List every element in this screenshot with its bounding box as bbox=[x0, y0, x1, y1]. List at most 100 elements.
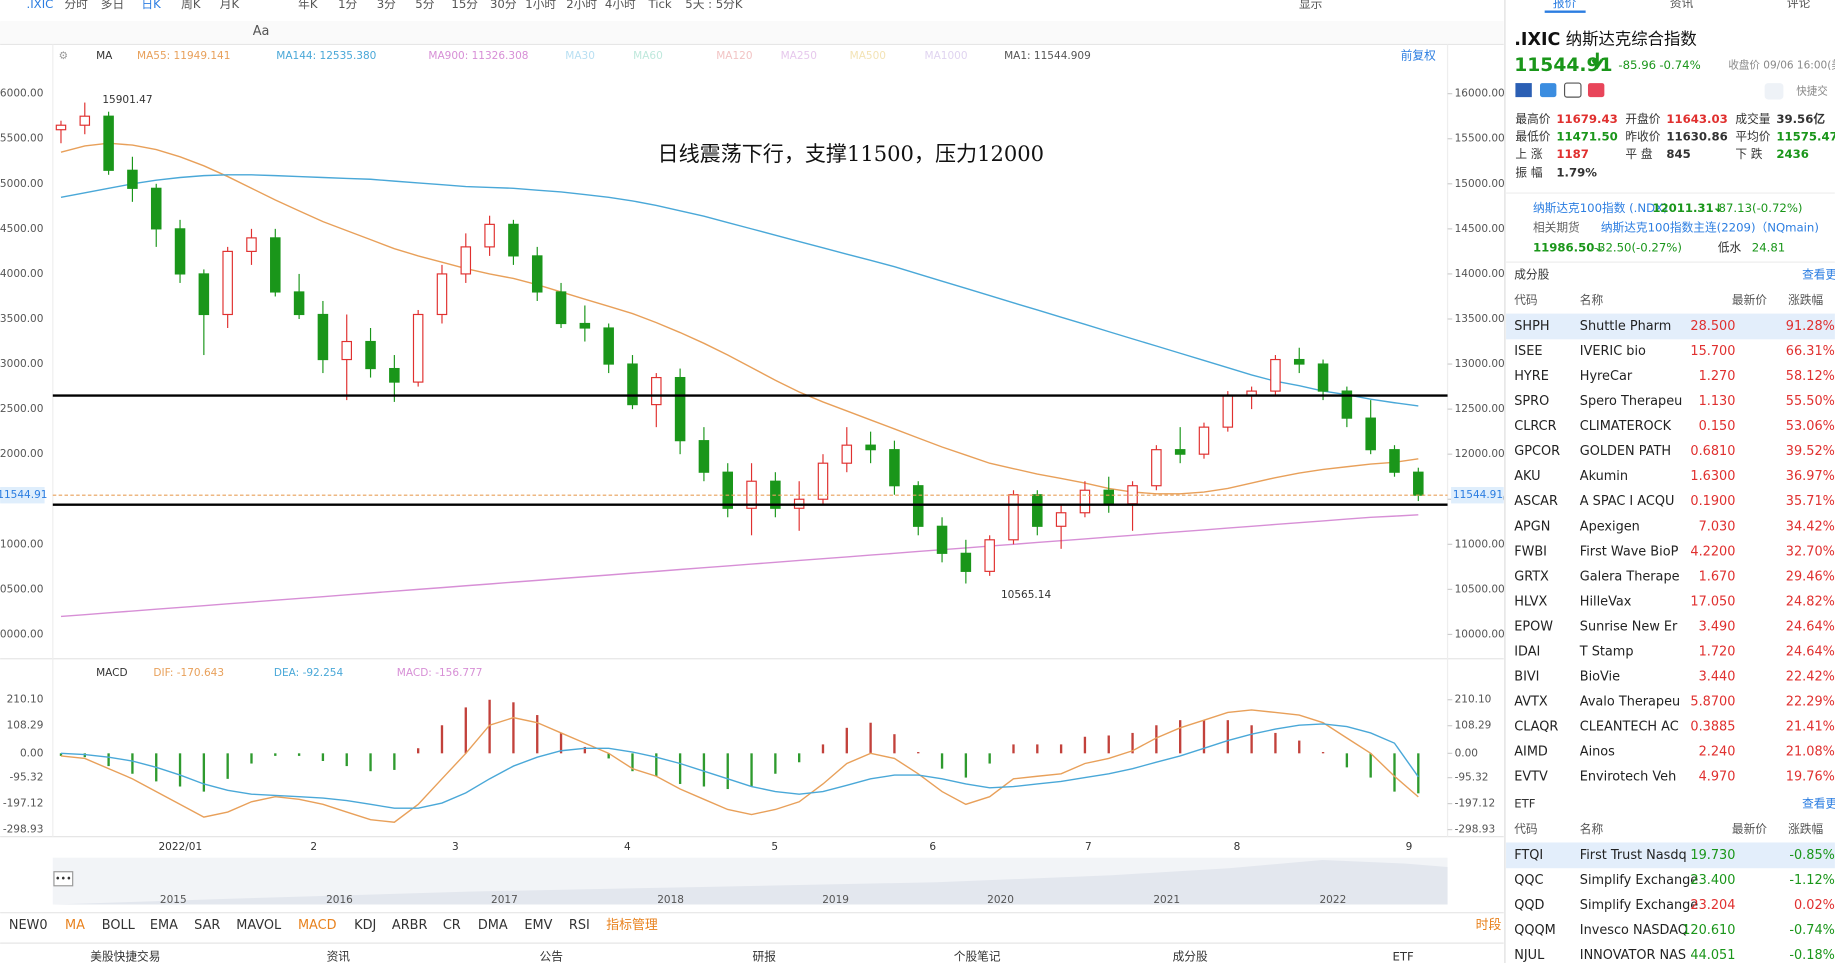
indicator-tab[interactable]: BOLL bbox=[102, 918, 136, 933]
more-link[interactable]: 查看更 bbox=[1802, 796, 1835, 810]
period-tab[interactable]: .IXIC bbox=[27, 0, 54, 11]
display-menu[interactable]: 显示 bbox=[1299, 0, 1322, 11]
code[interactable]: BIVI bbox=[1514, 670, 1539, 685]
code[interactable]: HLVX bbox=[1514, 594, 1547, 609]
bottom-tab[interactable]: 美股快捷交易 bbox=[90, 950, 160, 963]
code[interactable]: CLRCR bbox=[1514, 419, 1556, 434]
bottom-tab[interactable]: 成分股 bbox=[1173, 950, 1208, 963]
indicator-tab[interactable]: KDJ bbox=[354, 918, 376, 933]
indicator-tab[interactable]: ARBR bbox=[392, 918, 428, 933]
icon[interactable] bbox=[1539, 83, 1557, 98]
code[interactable]: GPCOR bbox=[1514, 444, 1560, 459]
name[interactable]: Sunrise New Er bbox=[1580, 619, 1678, 634]
code[interactable]: AVTX bbox=[1514, 695, 1548, 710]
name[interactable]: Akumin bbox=[1580, 469, 1628, 484]
code[interactable]: GRTX bbox=[1514, 569, 1549, 584]
code[interactable]: SPRO bbox=[1514, 394, 1549, 409]
adjust-toggle[interactable]: 前复权 bbox=[1401, 49, 1436, 63]
code[interactable]: FTQI bbox=[1514, 848, 1543, 863]
code[interactable]: ASCAR bbox=[1514, 494, 1558, 509]
legend-entry[interactable]: MA144: 12535.380 bbox=[276, 50, 376, 62]
period-tab[interactable]: 15分 bbox=[451, 0, 478, 11]
period-tab[interactable]: 30分 bbox=[490, 0, 517, 11]
period-tab[interactable]: 4小时 bbox=[605, 0, 636, 11]
name[interactable]: T Stamp bbox=[1579, 644, 1634, 659]
legend-entry[interactable]: MA55: 11949.141 bbox=[137, 50, 230, 62]
code[interactable]: QQQM bbox=[1514, 923, 1555, 938]
futures[interactable]: 纳斯达克100指数主连(2209)（NQmain) bbox=[1601, 221, 1819, 235]
code[interactable]: ISEE bbox=[1514, 344, 1542, 359]
panel-tab[interactable]: 评论 bbox=[1787, 0, 1811, 10]
code[interactable]: EVTV bbox=[1514, 770, 1548, 785]
period-tab[interactable]: 2小时 bbox=[566, 0, 597, 11]
code[interactable]: APGN bbox=[1514, 519, 1550, 534]
name[interactable]: A SPAC I ACQU bbox=[1580, 494, 1675, 509]
indicator-tab[interactable]: MACD bbox=[298, 918, 337, 933]
legend-entry[interactable]: DIF: -170.643 bbox=[153, 667, 224, 679]
name[interactable]: CLIMATEROCK bbox=[1580, 419, 1672, 434]
bell-icon[interactable] bbox=[1764, 83, 1784, 100]
indicator-tab[interactable]: EMA bbox=[150, 918, 178, 933]
period-tab[interactable]: 3分 bbox=[377, 0, 396, 11]
indicator-tab[interactable]: NEW0 bbox=[9, 918, 48, 933]
name[interactable]: Ainos bbox=[1580, 745, 1615, 760]
code[interactable]: HYRE bbox=[1514, 369, 1549, 384]
indicator-tab[interactable]: CR bbox=[443, 918, 461, 933]
session-toggle[interactable]: 时段 bbox=[1476, 918, 1502, 933]
indicator-tab[interactable]: SAR bbox=[194, 918, 220, 933]
name[interactable]: Spero Therapeu bbox=[1580, 394, 1683, 409]
period-tab[interactable]: 1小时 bbox=[525, 0, 556, 11]
text-tool[interactable]: Aa bbox=[253, 24, 270, 39]
legend-entry[interactable]: MA120 bbox=[716, 50, 752, 62]
bottom-tab[interactable]: 公告 bbox=[540, 950, 563, 963]
quick-trade[interactable]: 快捷交 bbox=[1796, 84, 1828, 97]
code[interactable]: SHPH bbox=[1514, 319, 1549, 334]
name[interactable]: Apexigen bbox=[1580, 519, 1640, 534]
code[interactable]: QQD bbox=[1514, 898, 1544, 913]
name[interactable]: First Trust Nasdq bbox=[1580, 848, 1687, 863]
name[interactable]: Shuttle Pharm bbox=[1580, 319, 1672, 334]
legend-entry[interactable]: MA60 bbox=[633, 50, 663, 62]
navigator-handle[interactable] bbox=[53, 871, 74, 887]
period-tab[interactable]: 1分 bbox=[338, 0, 357, 11]
panel-tab[interactable]: 资讯 bbox=[1670, 0, 1694, 10]
period-tab[interactable]: 年K bbox=[298, 0, 318, 11]
legend-entry[interactable]: MA500 bbox=[850, 50, 886, 62]
name[interactable]: HilleVax bbox=[1580, 594, 1632, 609]
bottom-tab[interactable]: 个股笔记 bbox=[954, 950, 1001, 963]
legend-entry[interactable]: MA30 bbox=[565, 50, 595, 62]
icon[interactable] bbox=[1587, 83, 1605, 98]
indicator-tab[interactable]: EMV bbox=[524, 918, 552, 933]
legend-entry[interactable]: MA250 bbox=[781, 50, 817, 62]
name[interactable]: CLEANTECH AC bbox=[1580, 720, 1679, 735]
period-tab[interactable]: Tick bbox=[647, 0, 671, 11]
code[interactable]: QQC bbox=[1514, 873, 1543, 888]
name[interactable]: Avalo Therapeu bbox=[1580, 695, 1680, 710]
more-link[interactable]: 查看更 bbox=[1802, 267, 1835, 281]
legend-entry[interactable]: MA1000 bbox=[925, 50, 968, 62]
code[interactable]: AIMD bbox=[1514, 745, 1548, 760]
bottom-tab[interactable]: 研报 bbox=[753, 950, 777, 963]
period-tab[interactable]: 多日 bbox=[101, 0, 124, 11]
name[interactable]: BioVie bbox=[1580, 670, 1620, 685]
code[interactable]: FWBI bbox=[1514, 544, 1547, 559]
bottom-tab[interactable]: ETF bbox=[1392, 950, 1414, 963]
period-tab[interactable]: 月K bbox=[220, 0, 240, 11]
legend-entry[interactable]: DEA: -92.254 bbox=[274, 667, 344, 679]
code[interactable]: NJUL bbox=[1514, 948, 1545, 963]
period-tab[interactable]: 分时 bbox=[64, 0, 88, 11]
period-tab[interactable]: 周K bbox=[181, 0, 201, 11]
name[interactable]: Simplify Exchange bbox=[1580, 898, 1698, 913]
name[interactable]: Simplify Exchange bbox=[1580, 873, 1698, 888]
indicator-tab[interactable]: MAVOL bbox=[236, 918, 282, 933]
name[interactable]: Envirotech Veh bbox=[1580, 770, 1676, 785]
period-tab[interactable]: 5分 bbox=[415, 0, 434, 11]
code[interactable]: IDAI bbox=[1514, 644, 1540, 659]
legend-entry[interactable]: MA900: 11326.308 bbox=[428, 50, 528, 62]
legend-entry[interactable]: MACD: -156.777 bbox=[397, 667, 483, 679]
indicator-tab[interactable]: MA bbox=[65, 918, 85, 933]
icon[interactable] bbox=[1563, 82, 1582, 98]
panel-tab[interactable]: 报价 bbox=[1553, 0, 1577, 10]
indicator-tab[interactable]: DMA bbox=[478, 918, 508, 933]
period-tab[interactable]: 5天 : 5分K bbox=[685, 0, 743, 11]
